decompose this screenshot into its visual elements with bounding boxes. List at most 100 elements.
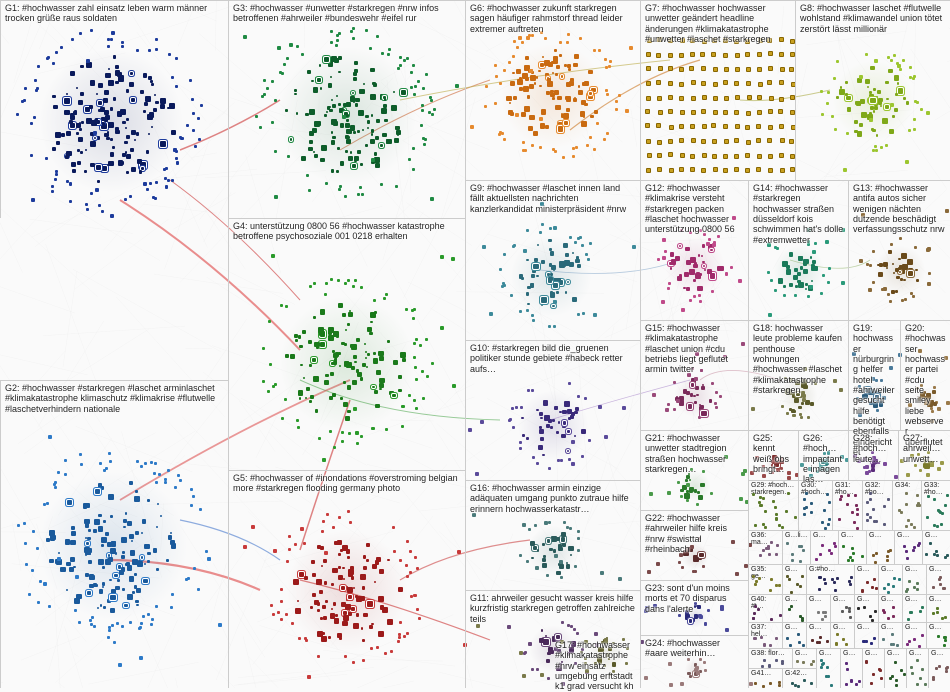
group-label: G14: #hochwasser #starkregen hochwasser … (753, 183, 844, 245)
mini-group-label: G:#ho… (809, 566, 852, 573)
group-label: G27: ahrweil… unwett… (903, 433, 946, 464)
mini-group-label: G… (833, 596, 852, 603)
mini-group-label: G35: ge… (751, 566, 780, 580)
mini-group: G… (838, 530, 866, 564)
group-g15: G15: #hochwasser #klimakatastrophe #lasc… (640, 320, 748, 430)
mini-group: G… (782, 564, 806, 594)
mini-group-label: G… (857, 624, 876, 631)
mini-group: G33: #ho… (921, 480, 950, 530)
group-label: G11: ahrweiler gesucht wasser kreis hilf… (470, 593, 636, 624)
mini-group: G… (926, 564, 950, 594)
group-label: G25: kennt weiß obs bringt… (753, 433, 794, 474)
mini-group-label: G… (881, 624, 900, 631)
group-g19: G19: hochwasser nürburgring helfer hotel… (848, 320, 900, 430)
mini-group: G32: #ho… (862, 480, 892, 530)
group-g1: G1: #hochwasser zahl einsatz leben warm … (0, 0, 228, 218)
mini-group: G38: flor… (748, 648, 792, 668)
group-g12: G12: #hochwasser #klimakrise versteht #s… (640, 180, 748, 320)
group-label: G6: #hochwasser zukunft starkregen sagen… (470, 3, 636, 34)
mini-group-label: G… (819, 650, 838, 657)
mini-group: G…li… (782, 530, 810, 564)
mini-group: G35: ge… (748, 564, 782, 594)
mini-group-label: G… (865, 650, 882, 657)
mini-group: G… (810, 530, 838, 564)
group-g2: G2: #hochwasser #starkregen #laschet arm… (0, 380, 228, 688)
mini-group: G… (866, 530, 894, 564)
group-g25: G25: kennt weiß obs bringt… (748, 430, 798, 480)
group-g20: G20: #hochwasser hochwasser partei #cdu … (900, 320, 950, 430)
mini-group: G… (830, 622, 854, 648)
mini-group: G… (782, 622, 806, 648)
group-label: G10: #starkregen bild die_gruenen politi… (470, 343, 636, 374)
mini-group: G… (854, 622, 878, 648)
mini-group-label: G… (833, 624, 852, 631)
mini-group: G… (862, 648, 884, 688)
mini-group-label: G… (857, 596, 876, 603)
mini-group-label: G33: #ho… (924, 482, 948, 496)
mini-group: G… (922, 530, 950, 564)
mini-group: G… (906, 648, 928, 688)
group-label: G9: #hochwasser #laschet innen land fäll… (470, 183, 636, 214)
group-label: G21: #hochwasser unwetter stadtregion st… (645, 433, 744, 474)
mini-group: G… (792, 648, 816, 668)
mini-group-label: G38: flor… (751, 650, 790, 657)
group-g26: G26: #hoch… impactante imagen las… (798, 430, 848, 480)
mini-group-label: G… (905, 566, 924, 573)
mini-group-label: G… (785, 596, 804, 603)
mini-group-label: G… (785, 566, 804, 573)
mini-group: G… (902, 622, 926, 648)
mini-group-label: G… (925, 532, 948, 539)
group-g14: G14: #hochwasser #starkregen hochwasser … (748, 180, 848, 320)
mini-group-label: G… (857, 566, 876, 573)
mini-group: G:#ho… (806, 564, 854, 594)
mini-group-label: G…li… (785, 532, 808, 539)
group-g4: G4: unterstützung 0800 56 #hochwasser ka… (228, 218, 465, 470)
group-g7: G7: #hochwasser hochwasser unwetter geän… (640, 0, 795, 180)
group-g13: G13: #hochwasser antifa autos sicher wen… (848, 180, 950, 320)
mini-group: G… (840, 648, 862, 688)
mini-group-label: G… (909, 650, 926, 657)
mini-group: G… (878, 622, 902, 648)
group-label: G28: #hoch… leute… (853, 433, 894, 464)
mini-group: G… (782, 594, 806, 622)
group-label: G23: sont d'un moins morts et 70 disparu… (645, 583, 744, 614)
mini-group-label: G… (881, 596, 900, 603)
group-g22: G22: #hochwasser #ahrweiler hilfe kreis … (640, 510, 748, 580)
group-g10: G10: #starkregen bild die_gruenen politi… (465, 340, 640, 480)
group-label: G8: #hochwasser laschet #flutwelle wohls… (800, 3, 946, 34)
mini-group: G36: ma… (748, 530, 782, 564)
mini-group-label: G… (929, 624, 948, 631)
mini-group: G… (926, 622, 950, 648)
mini-group-label: G34: (895, 482, 919, 489)
group-g24: G24: #hochwasser #aare weiterhin… (640, 635, 748, 688)
group-label: G16: #hochwasser armin einzige adäquaten… (470, 483, 636, 514)
mini-group: G… (806, 594, 830, 622)
mini-group: G… (894, 530, 922, 564)
group-label: G5: #hochwasser of #inondations #overstr… (233, 473, 461, 494)
mini-group: G… (928, 648, 950, 688)
group-g27: G27: ahrweil… unwett… (898, 430, 950, 480)
group-label: G4: unterstützung 0800 56 #hochwasser ka… (233, 221, 461, 242)
mini-group: G34: (892, 480, 921, 530)
group-label: G20: #hochwasser hochwasser partei #cdu … (905, 323, 946, 447)
mini-group-label: G:42… (785, 670, 814, 677)
group-g21: G21: #hochwasser unwetter stadtregion st… (640, 430, 748, 510)
mini-group: G… (830, 594, 854, 622)
mini-group: G37: hel… (748, 622, 782, 648)
mini-group-label: G… (869, 532, 892, 539)
mini-group-label: G… (929, 566, 948, 573)
mini-group: G41… (748, 668, 782, 688)
mini-group-label: G… (897, 532, 920, 539)
mini-group: G30: #hoch… (798, 480, 832, 530)
mini-group: G… (806, 622, 830, 648)
mini-group: G… (926, 594, 950, 622)
mini-group-label: G… (931, 650, 948, 657)
group-g9: G9: #hochwasser #laschet innen land fäll… (465, 180, 640, 340)
mini-group-label: G… (813, 532, 836, 539)
mini-group: G… (816, 648, 840, 688)
mini-group-label: G… (887, 650, 904, 657)
group-label: G17: #hochwasser #klimakatastrophe #nrw … (555, 640, 636, 692)
mini-group-label: G… (881, 566, 900, 573)
group-g3: G3: #hochwasser #unwetter #starkregen #n… (228, 0, 465, 218)
group-g18: G18: hochwasser leute probleme kaufen pe… (748, 320, 848, 430)
